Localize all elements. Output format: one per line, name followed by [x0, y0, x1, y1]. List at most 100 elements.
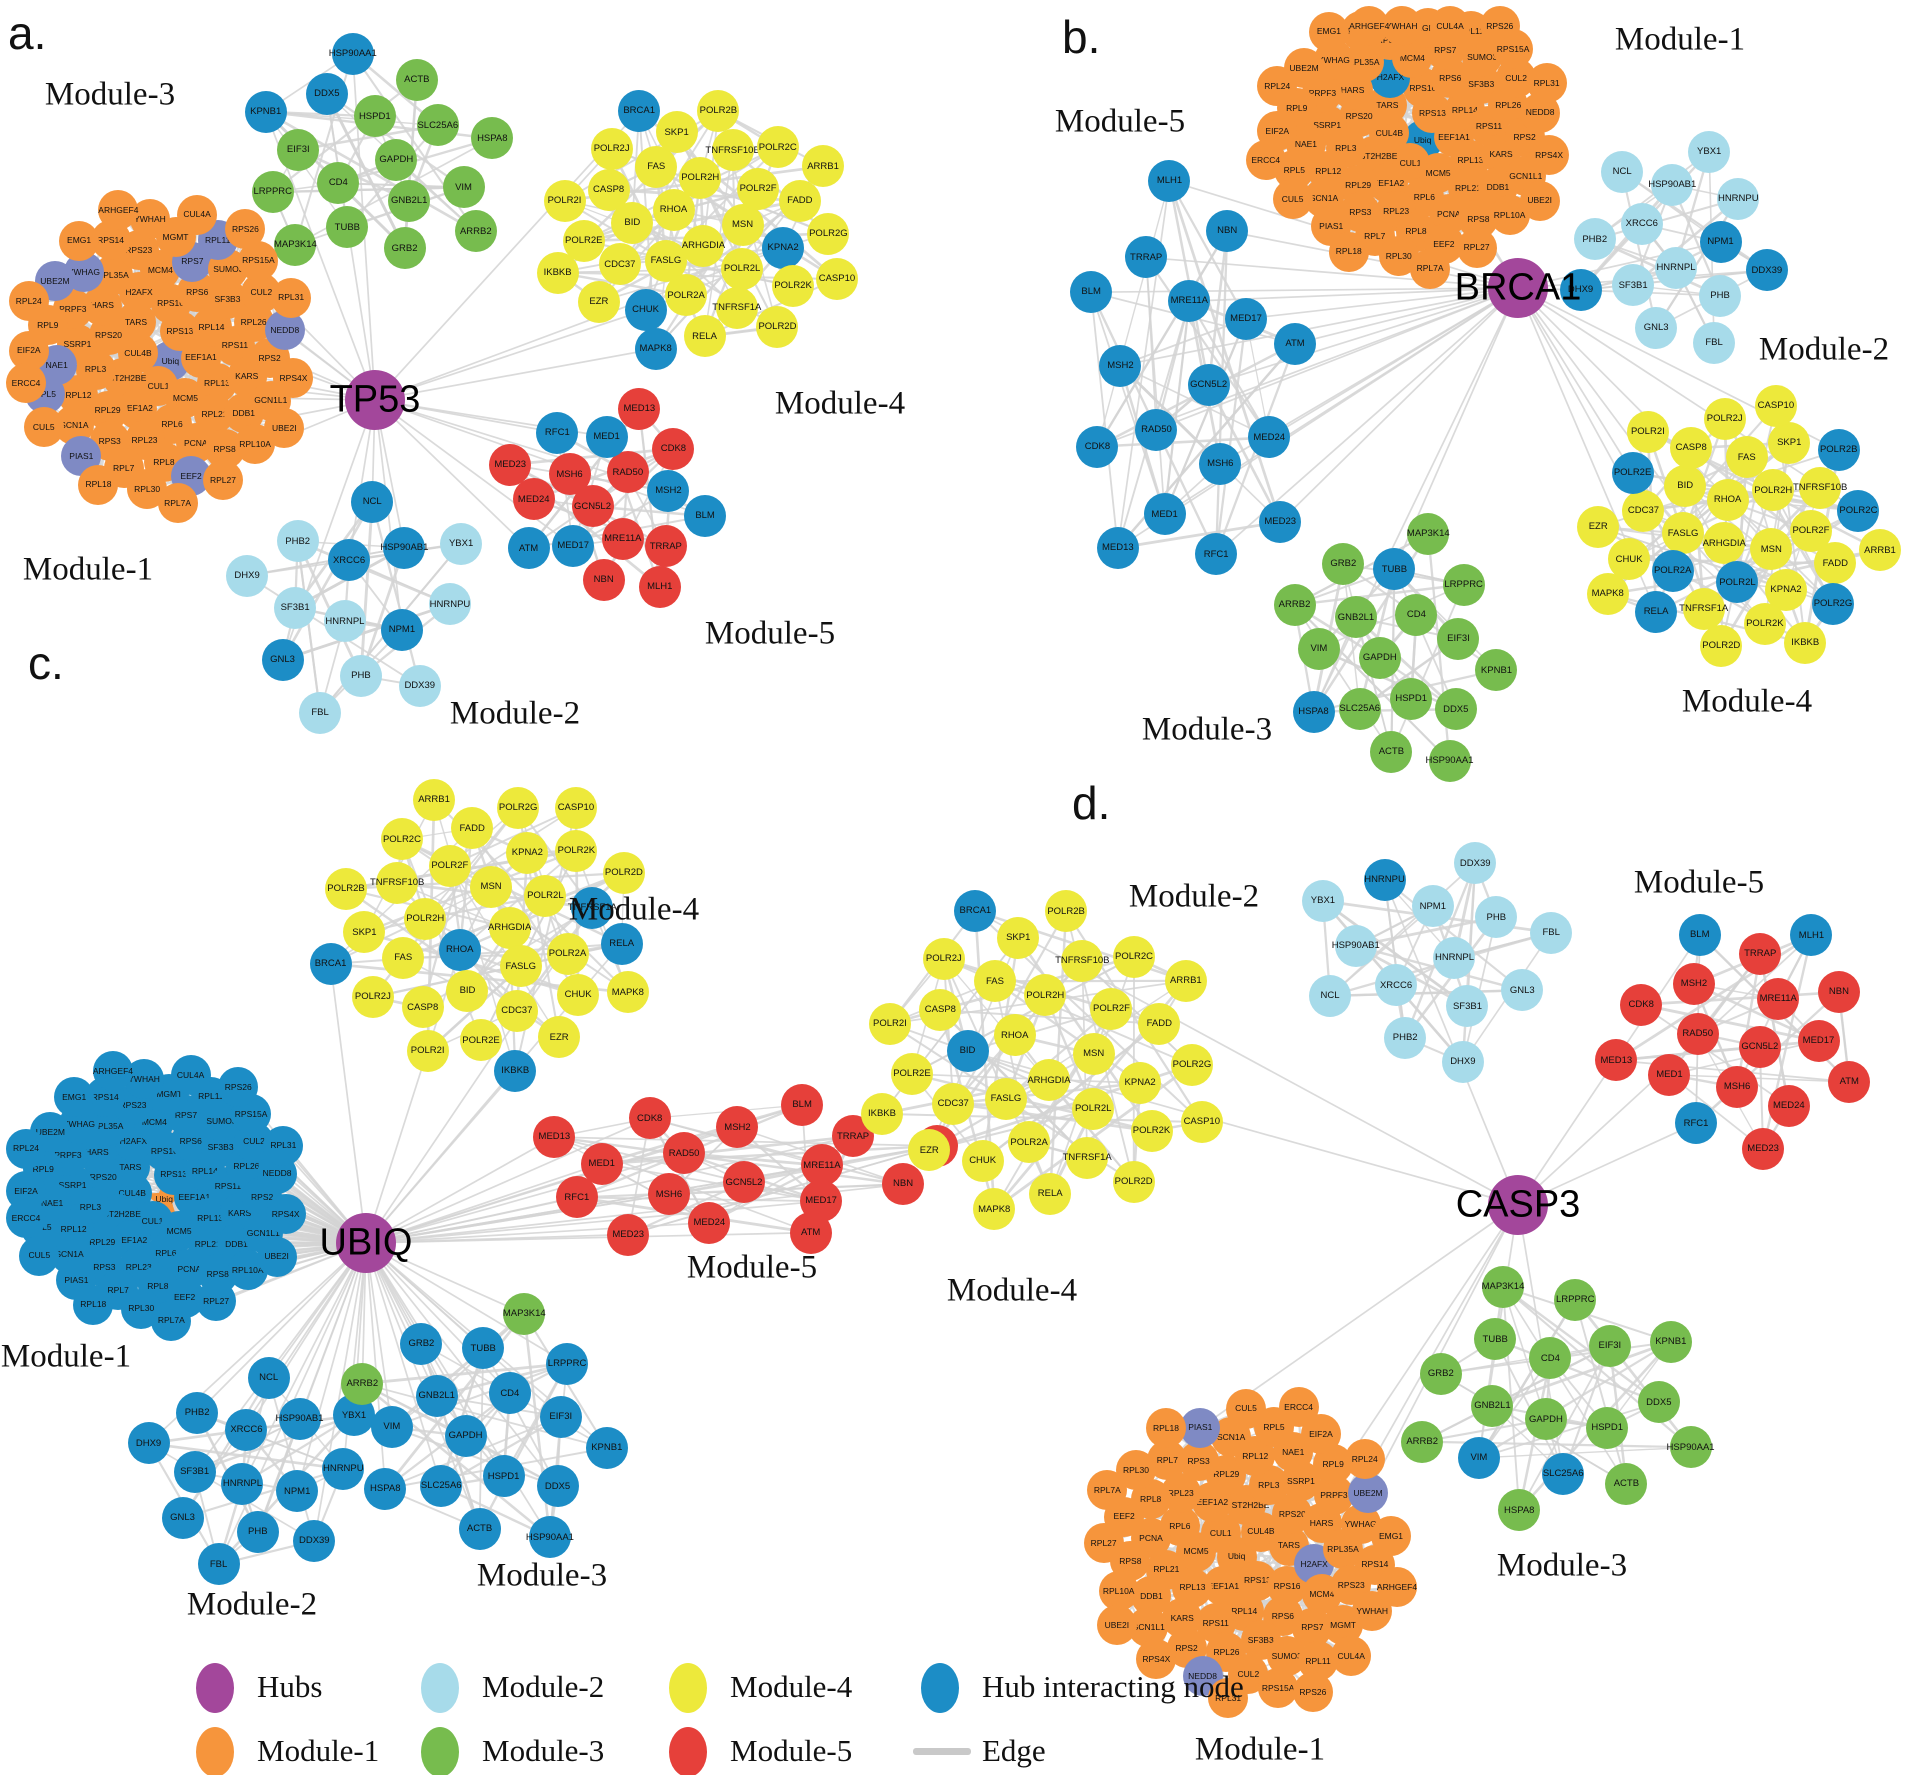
node-POLR2E[interactable]: POLR2E: [460, 1019, 503, 1062]
node-MED17[interactable]: MED17: [1225, 297, 1268, 340]
node-POLR2A[interactable]: POLR2A: [1651, 549, 1694, 592]
node-HSPA8[interactable]: HSPA8: [364, 1467, 407, 1510]
node-RPL31[interactable]: RPL31: [271, 277, 312, 318]
node-HNRNPL[interactable]: HNRNPL: [1433, 937, 1476, 979]
node-BLM[interactable]: BLM: [1678, 913, 1721, 956]
node-XRCC6[interactable]: XRCC6: [328, 539, 371, 582]
node-XRCC6[interactable]: XRCC6: [1375, 964, 1418, 1007]
node-YBX1[interactable]: YBX1: [440, 522, 483, 565]
node-CDK8[interactable]: CDK8: [1076, 425, 1119, 468]
node-DHX9[interactable]: DHX9: [1559, 269, 1602, 312]
node-GCN5L2[interactable]: GCN5L2: [1738, 1025, 1781, 1068]
node-POLR2L[interactable]: POLR2L: [1072, 1088, 1115, 1131]
node-MED1[interactable]: MED1: [580, 1142, 623, 1185]
node-POLR2H[interactable]: POLR2H: [404, 897, 447, 940]
node-SF3B1[interactable]: SF3B1: [173, 1450, 216, 1493]
node-MAPK8[interactable]: MAPK8: [973, 1188, 1016, 1231]
node-EMG1[interactable]: EMG1: [54, 1077, 95, 1118]
node-GNL3[interactable]: GNL3: [161, 1496, 204, 1539]
node-EIF3I[interactable]: EIF3I: [539, 1395, 582, 1438]
node-GCN5L2[interactable]: GCN5L2: [722, 1161, 765, 1204]
node-EZR[interactable]: EZR: [577, 280, 620, 323]
node-MLH1[interactable]: MLH1: [1148, 159, 1191, 202]
node-SKP1[interactable]: SKP1: [655, 111, 698, 154]
node-MED1[interactable]: MED1: [1648, 1053, 1691, 1096]
node-CDK8[interactable]: CDK8: [652, 427, 695, 470]
node-LRPPRC[interactable]: LRPPRC: [1442, 563, 1485, 606]
node-CDC37[interactable]: CDC37: [932, 1082, 975, 1125]
node-RPS4X[interactable]: RPS4X: [1136, 1639, 1177, 1680]
node-SF3B1[interactable]: SF3B1: [1612, 264, 1655, 307]
node-HSP90AB1[interactable]: HSP90AB1: [276, 1397, 324, 1440]
node-RELA[interactable]: RELA: [1635, 591, 1678, 634]
node-MED1[interactable]: MED1: [1143, 493, 1186, 536]
node-MAP3K14[interactable]: MAP3K14: [1482, 1265, 1524, 1308]
node-FBL[interactable]: FBL: [299, 691, 342, 734]
node-EIF2A[interactable]: EIF2A: [8, 330, 49, 371]
node-MED13[interactable]: MED13: [1595, 1039, 1638, 1082]
node-EZR[interactable]: EZR: [1577, 505, 1620, 548]
node-MED13[interactable]: MED13: [533, 1116, 576, 1159]
node-MRE11A[interactable]: MRE11A: [1757, 977, 1800, 1020]
node-POLR2C[interactable]: POLR2C: [380, 818, 423, 861]
node-IKBKB[interactable]: IKBKB: [1784, 622, 1827, 665]
node-CUL5[interactable]: CUL5: [1272, 179, 1313, 220]
node-YBX1[interactable]: YBX1: [1688, 130, 1731, 173]
node-EMG1[interactable]: EMG1: [59, 220, 100, 261]
node-RPL7A[interactable]: RPL7A: [151, 1300, 192, 1341]
node-ARRB1[interactable]: ARRB1: [1164, 959, 1207, 1002]
node-POLR2D[interactable]: POLR2D: [756, 306, 799, 349]
node-HSP90AA1[interactable]: HSP90AA1: [1425, 740, 1474, 782]
node-RPS4X[interactable]: RPS4X: [273, 357, 314, 398]
node-RPS26[interactable]: RPS26: [1292, 1672, 1333, 1713]
node-RFC1[interactable]: RFC1: [1675, 1102, 1718, 1145]
node-BID[interactable]: BID: [1664, 464, 1707, 507]
node-TRRAP[interactable]: TRRAP: [832, 1115, 875, 1158]
node-RHOA[interactable]: RHOA: [652, 188, 695, 231]
node-HSPA8[interactable]: HSPA8: [471, 117, 514, 160]
node-MLH1[interactable]: MLH1: [1790, 914, 1833, 957]
node-POLR2B[interactable]: POLR2B: [697, 90, 740, 133]
node-BRCA1[interactable]: BRCA1: [618, 89, 661, 132]
node-RHOA[interactable]: RHOA: [438, 928, 481, 971]
node-CASP8[interactable]: CASP8: [587, 168, 630, 211]
node-RPL31[interactable]: RPL31: [1526, 62, 1567, 103]
node-RPL24[interactable]: RPL24: [6, 1128, 46, 1169]
node-POLR2J[interactable]: POLR2J: [922, 938, 965, 981]
node-TNFRSF10B[interactable]: TNFRSF10B: [1055, 939, 1110, 982]
node-POLR2H[interactable]: POLR2H: [1024, 974, 1067, 1017]
node-FADD[interactable]: FADD: [778, 179, 821, 222]
node-CASP10[interactable]: CASP10: [554, 786, 597, 829]
node-NCL[interactable]: NCL: [1309, 974, 1352, 1017]
node-POLR2B[interactable]: POLR2B: [325, 867, 368, 910]
node-MSH6[interactable]: MSH6: [647, 1173, 690, 1216]
node-ARRB1[interactable]: ARRB1: [1858, 529, 1901, 572]
node-RAD50[interactable]: RAD50: [606, 451, 649, 494]
node-EIF3I[interactable]: EIF3I: [1588, 1324, 1631, 1367]
node-RPL24[interactable]: RPL24: [1344, 1439, 1385, 1480]
node-RFC1[interactable]: RFC1: [536, 411, 579, 454]
node-KPNB1[interactable]: KPNB1: [585, 1427, 628, 1470]
node-MED1[interactable]: MED1: [585, 415, 628, 458]
node-DDX5[interactable]: DDX5: [305, 72, 348, 115]
node-SF3B1[interactable]: SF3B1: [274, 586, 317, 629]
node-MSH2[interactable]: MSH2: [647, 470, 690, 513]
node-POLR2H[interactable]: POLR2H: [679, 156, 722, 199]
node-DDX39[interactable]: DDX39: [398, 664, 441, 707]
node-PIAS1[interactable]: PIAS1: [1180, 1407, 1221, 1448]
node-TRRAP[interactable]: TRRAP: [1125, 236, 1168, 279]
node-HSP90AA1[interactable]: HSP90AA1: [1667, 1426, 1715, 1469]
node-MED17[interactable]: MED17: [1797, 1020, 1840, 1063]
node-POLR2D[interactable]: POLR2D: [1700, 624, 1743, 667]
node-TUBB[interactable]: TUBB: [462, 1327, 505, 1370]
node-KPNA2[interactable]: KPNA2: [762, 227, 805, 270]
node-GNL3[interactable]: GNL3: [1635, 306, 1678, 349]
node-BLM[interactable]: BLM: [1070, 271, 1113, 314]
node-RPL30[interactable]: RPL30: [1378, 235, 1419, 276]
node-PIAS1[interactable]: PIAS1: [1311, 205, 1352, 246]
node-MSH2[interactable]: MSH2: [1672, 963, 1715, 1006]
node-POLR2G[interactable]: POLR2G: [497, 786, 540, 829]
node-RPS26[interactable]: RPS26: [218, 1067, 259, 1108]
node-NPM1[interactable]: NPM1: [1699, 221, 1742, 264]
node-MED13[interactable]: MED13: [618, 387, 661, 430]
